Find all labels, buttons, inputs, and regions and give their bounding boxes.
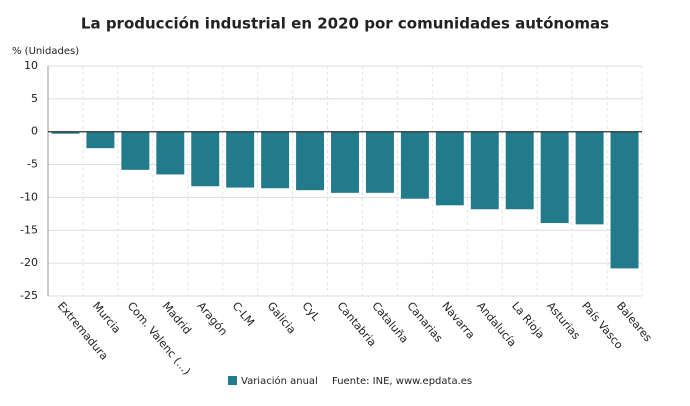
x-tick-label: CyL	[299, 300, 323, 325]
legend-label: Variación anual	[241, 375, 318, 387]
source: Fuente: INE, www.epdata.es	[332, 376, 472, 387]
bar	[226, 131, 255, 188]
legend-swatch	[228, 376, 237, 385]
bar	[400, 131, 429, 199]
chart-title: La producción industrial en 2020 por com…	[81, 15, 609, 33]
bar	[296, 131, 325, 191]
bar	[191, 131, 220, 187]
y-tick-label: -10	[20, 190, 38, 203]
y-tick-label: -20	[20, 256, 38, 269]
bar	[610, 131, 639, 269]
x-tick-label: Canarias	[404, 300, 445, 345]
bar	[51, 131, 80, 134]
x-tick-label: C-LM	[230, 300, 257, 329]
bar	[331, 131, 359, 193]
y-tick-label: -15	[20, 223, 38, 236]
x-tick-label: Aragón	[195, 300, 230, 339]
bar	[156, 131, 185, 175]
y-axis-label: % (Unidades)	[12, 46, 79, 57]
bar	[121, 131, 150, 170]
y-tick-label: 5	[31, 92, 38, 105]
bar	[435, 131, 464, 206]
x-tick-label: Asturias	[544, 300, 583, 343]
bar	[261, 131, 290, 189]
bar	[540, 131, 569, 224]
y-tick-label: 10	[24, 59, 38, 72]
x-tick-label: Murcia	[90, 300, 123, 336]
y-tick-label: -5	[27, 158, 38, 171]
bar	[575, 131, 604, 225]
x-tick-label: Madrid	[160, 300, 194, 337]
x-tick-label: Com. Valenc (...)	[125, 300, 193, 378]
bar	[86, 131, 115, 149]
bar	[470, 131, 499, 210]
bar	[505, 131, 534, 210]
y-tick-label: 0	[31, 125, 38, 138]
bar	[365, 131, 394, 193]
x-tick-label: Galicia	[265, 300, 299, 337]
y-tick-label: -25	[20, 289, 38, 302]
